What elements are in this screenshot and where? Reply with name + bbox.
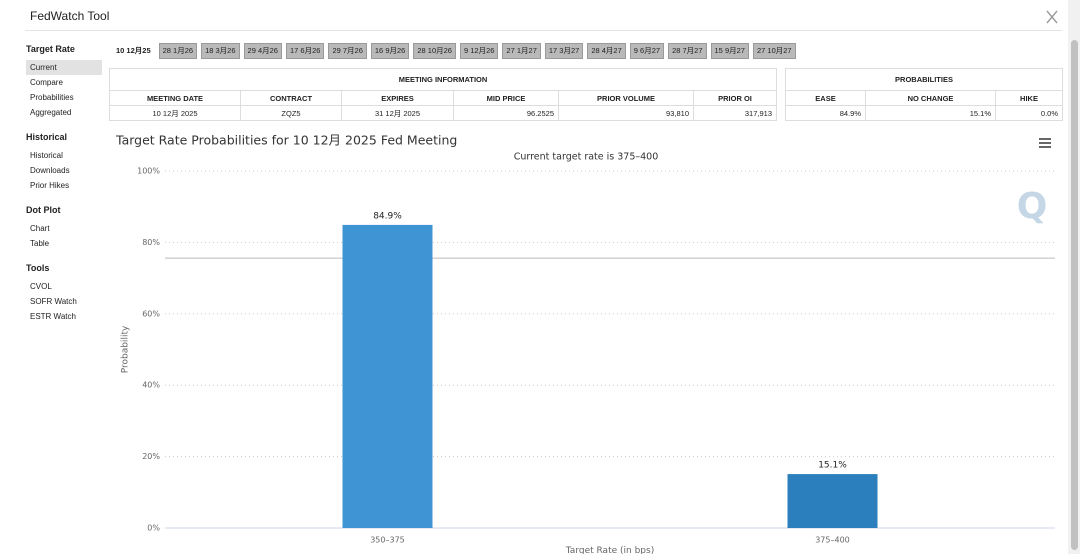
y-tick-label: 60%: [142, 309, 160, 318]
spacer: [26, 251, 102, 263]
data-row: 84.9% 15.1% 0.0%: [785, 105, 1064, 121]
column-header: MID PRICE: [453, 90, 559, 106]
column-header: EXPIRES: [341, 90, 454, 106]
data-label: 15.1%: [818, 461, 847, 471]
column-header: MEETING DATE: [109, 90, 241, 106]
nav-item[interactable]: Downloads: [30, 166, 70, 175]
y-axis-label: Probability: [121, 325, 131, 373]
column-header: CONTRACT: [240, 90, 342, 106]
tab[interactable]: 28 10月26: [413, 43, 456, 59]
header-row: MEETING DATE CONTRACT EXPIRES MID PRICE PRIO…: [109, 90, 778, 106]
tab[interactable]: 17 3月27: [544, 43, 584, 59]
column-header: HIKE: [994, 90, 1064, 106]
column-header: NO CHANGE: [865, 90, 996, 106]
cell: 84.9%: [785, 105, 866, 121]
probabilities-table: PROBABILITIES EASE NO CHANGE HIKE 84.9% 15.1%…: [784, 68, 1064, 121]
scroll-thumb[interactable]: [1071, 40, 1078, 550]
close-button[interactable]: [1045, 10, 1059, 24]
cell: ZQZ5: [240, 105, 342, 121]
nav-item[interactable]: SOFR Watch: [30, 297, 77, 306]
menu-icon[interactable]: [1039, 138, 1051, 148]
section-title: Tools: [26, 263, 50, 273]
section-title: Dot Plot: [26, 205, 61, 215]
data-label: 84.9%: [373, 211, 402, 221]
x-axis-label: Target Rate (in bps): [565, 546, 654, 554]
column-header: PRIOR OI: [692, 90, 778, 106]
table-title: MEETING INFORMATION: [108, 68, 778, 91]
x-tick-label: 350–375: [370, 536, 405, 545]
tab[interactable]: 16 9月26: [370, 43, 410, 59]
data-row: 10 12月 2025 ZQZ5 31 12月 2025 96.2525 93,810 3…: [109, 105, 778, 121]
nav-item[interactable]: Chart: [30, 224, 50, 233]
tab[interactable]: 28 7月27: [668, 43, 707, 59]
watermark: Q: [1017, 186, 1048, 227]
y-tick-label: 0%: [147, 524, 160, 533]
y-tick-label: 100%: [137, 167, 160, 176]
nav-item[interactable]: Current: [26, 60, 102, 75]
app-title: FedWatch Tool: [30, 9, 110, 23]
nav-item[interactable]: ESTR Watch: [30, 312, 76, 321]
y-tick-label: 20%: [142, 452, 160, 461]
tab[interactable]: 28 4月27: [587, 43, 626, 59]
tab[interactable]: 29 7月26: [328, 43, 367, 59]
spacer: [26, 193, 102, 205]
nav-item[interactable]: Probabilities: [30, 93, 74, 102]
cell: 10 12月 2025: [109, 105, 241, 121]
chart-subtitle: Current target rate is 375–400: [514, 152, 659, 163]
caption-row: MEETING INFORMATION: [108, 68, 778, 91]
nav-item[interactable]: CVOL: [30, 282, 52, 291]
tab[interactable]: 17 6月26: [285, 43, 325, 59]
sidebar: Target Rate Current Compare Probabilities Ag…: [26, 44, 102, 324]
tab[interactable]: 29 4月26: [243, 43, 282, 59]
y-tick-label: 80%: [142, 238, 160, 247]
bar: [787, 474, 878, 528]
nav-item[interactable]: Table: [30, 239, 50, 248]
header-row: EASE NO CHANGE HIKE: [785, 90, 1064, 106]
bar: [342, 224, 433, 529]
tab[interactable]: 15 9月27: [710, 43, 749, 59]
caption-row: PROBABILITIES: [784, 68, 1064, 91]
cell: 0.0%: [994, 105, 1064, 121]
cell: 31 12月 2025: [341, 105, 454, 121]
tab[interactable]: 27 1月27: [502, 43, 541, 59]
section-title: Target Rate: [26, 44, 75, 54]
tab[interactable]: 18 3月26: [201, 43, 240, 59]
nav-item[interactable]: Prior Hikes: [30, 181, 70, 190]
cell: 93,810: [558, 105, 694, 121]
column-header: EASE: [785, 90, 866, 106]
tab[interactable]: 9 6月27: [629, 43, 665, 59]
meeting-table: MEETING INFORMATION MEETING DATE CONTRACT E…: [108, 68, 778, 121]
chart: Target Rate Probabilities for 10 12月 202…: [115, 133, 1055, 554]
nav-item[interactable]: Aggregated: [30, 108, 72, 117]
tab[interactable]: 10 12月25: [112, 43, 155, 59]
tab[interactable]: 27 10月27: [752, 43, 796, 59]
nav-item[interactable]: Compare: [30, 78, 63, 87]
meeting-tabs: 10 12月25 28 1月26 18 3月26 29 4月26 17 6月26 29 7…: [112, 43, 796, 59]
chart-title: Target Rate Probabilities for 10 12月 202…: [115, 133, 457, 148]
nav-item[interactable]: Historical: [30, 151, 63, 160]
divider: [25, 30, 1062, 31]
cell: 96.2525: [453, 105, 559, 121]
cell: 15.1%: [865, 105, 996, 121]
table-title: PROBABILITIES: [784, 68, 1064, 91]
tab[interactable]: 9 12月26: [459, 43, 499, 59]
column-header: PRIOR VOLUME: [558, 90, 694, 106]
x-tick-label: 375–400: [815, 536, 850, 545]
spacer: [26, 120, 102, 132]
y-tick-label: 40%: [142, 381, 160, 390]
cell: 317,913: [692, 105, 778, 121]
section-title: Historical: [26, 132, 68, 142]
tab[interactable]: 28 1月26: [158, 43, 198, 59]
